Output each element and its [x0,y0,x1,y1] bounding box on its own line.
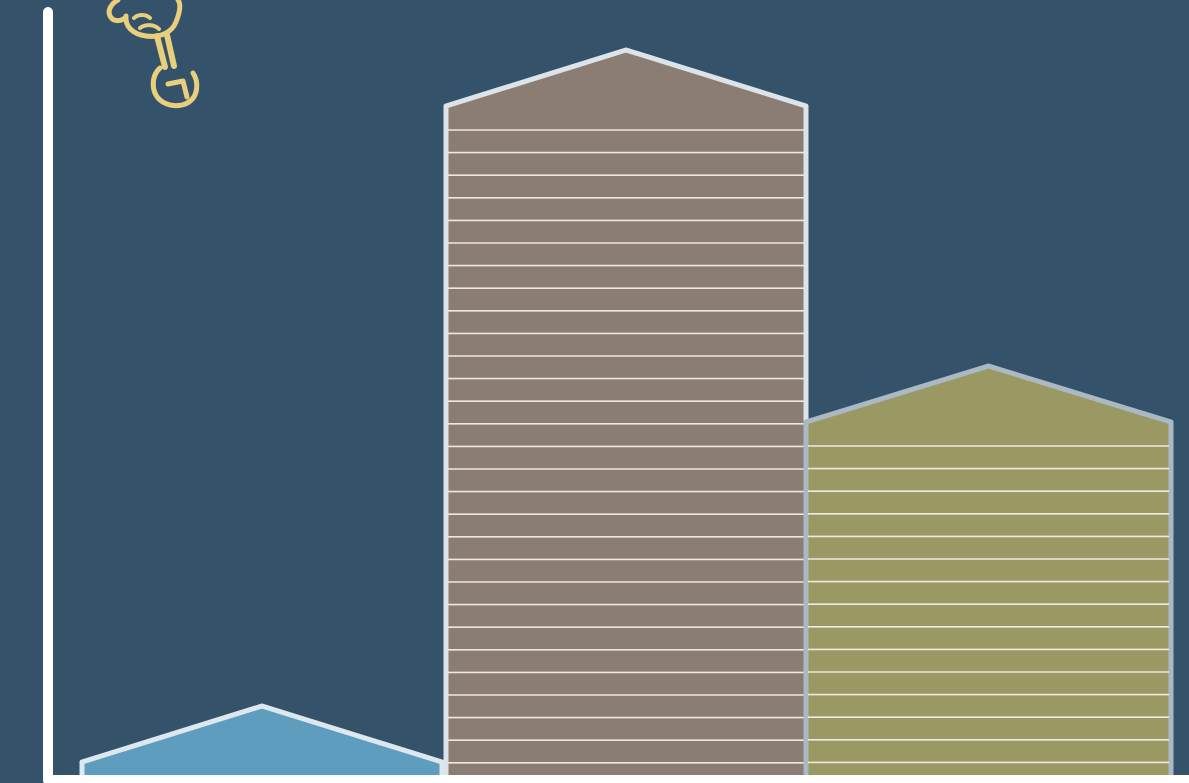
bar-3-stripes [808,445,1169,764]
bar-2 [443,47,809,783]
hand-holding-wrench-icon [106,0,200,109]
bars-layer [79,47,1174,783]
bar-2-stripes [448,129,804,764]
